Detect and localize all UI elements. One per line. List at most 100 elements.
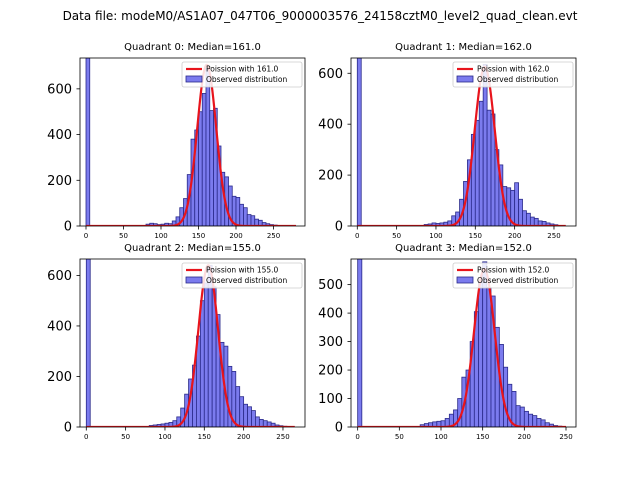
histogram-bar — [478, 281, 484, 427]
x-tick-label: 250 — [276, 433, 289, 441]
y-tick-label: 400 — [318, 118, 343, 133]
x-tick-label: 50 — [395, 433, 404, 441]
x-tick-label: 150 — [192, 232, 205, 240]
histogram-bar — [203, 282, 209, 427]
x-tick-label: 200 — [508, 232, 521, 240]
histogram-bar — [199, 300, 205, 427]
quadrant-0-axes-frame — [79, 57, 306, 227]
x-tick-label: 150 — [469, 232, 482, 240]
legend-box — [181, 61, 303, 88]
figure-suptitle: Data file: modeM0/AS1A07_047T06_90000035… — [63, 9, 578, 23]
legend-poisson-label: Poission with 152.0 — [477, 266, 550, 275]
histogram-bar — [536, 418, 542, 427]
histogram-bar — [239, 203, 244, 226]
histogram-bar — [207, 264, 213, 427]
legend-poisson-label: Poission with 162.0 — [477, 65, 550, 74]
legend-box — [452, 61, 574, 88]
quadrant-3-bars — [357, 259, 563, 427]
y-tick-label: 0 — [335, 220, 343, 235]
legend-observed-swatch — [456, 75, 474, 83]
x-tick-label: 200 — [229, 232, 242, 240]
quadrant-1-bars — [356, 58, 563, 226]
x-tick-label: 100 — [158, 433, 171, 441]
histogram-bar — [255, 416, 260, 427]
histogram-bar — [533, 217, 539, 226]
histogram-bar — [515, 405, 521, 427]
histogram-bar — [522, 210, 527, 226]
histogram-bar — [474, 119, 480, 226]
legend-box — [181, 262, 303, 289]
histogram-bar — [239, 396, 245, 427]
quadrant-2-axes-frame — [79, 258, 306, 428]
x-tick-label: 100 — [434, 433, 447, 441]
quadrant-1-axes-frame — [350, 57, 577, 227]
x-tick-label: 0 — [355, 232, 359, 240]
y-tick-label: 200 — [47, 174, 72, 189]
legend-observed-label: Observed distribution — [206, 276, 287, 285]
histogram-bar — [519, 406, 525, 427]
panels: 0 50 100 150 200 250 0 200 400 600 Quadrant 0: Med… — [47, 42, 577, 441]
histogram-bar — [357, 259, 363, 427]
histogram-bar — [532, 415, 538, 427]
legend-observed-label: Observed distribution — [206, 75, 287, 84]
x-tick-label: 100 — [429, 232, 442, 240]
histogram-bar — [250, 215, 256, 226]
quadrant-1-panel: 0 50 100 150 200 250 0 200 400 600 Quadrant 1: Med… — [318, 42, 577, 240]
y-tick-label: 0 — [64, 421, 72, 436]
x-tick-label: 250 — [267, 232, 280, 240]
histogram-bar — [523, 410, 529, 427]
y-tick-label: 100 — [318, 392, 343, 407]
histogram-bar — [85, 259, 91, 427]
histogram-bar — [246, 214, 252, 226]
histogram-bar — [209, 110, 214, 226]
poisson-curve — [357, 65, 566, 226]
histogram-bar — [528, 413, 534, 427]
histogram-bar — [478, 100, 484, 226]
histogram-bar — [205, 67, 211, 226]
x-tick-label: 250 — [559, 433, 572, 441]
histogram-bar — [247, 406, 252, 427]
x-tick-label: 50 — [121, 433, 130, 441]
quadrant-2-panel: 0 50 100 150 200 250 0 200 400 600 Quadrant 2: Med… — [47, 243, 306, 441]
x-tick-label: 200 — [518, 433, 531, 441]
histogram-bar — [201, 93, 207, 226]
y-tick-label: 200 — [318, 169, 343, 184]
histogram-bar — [235, 197, 241, 226]
y-tick-label: 400 — [47, 319, 72, 334]
legend-box — [452, 262, 574, 289]
y-tick-label: 300 — [318, 335, 343, 350]
legend-observed-swatch — [456, 276, 474, 284]
quadrant-0-panel: 0 50 100 150 200 250 0 200 400 600 Quadrant 0: Med… — [47, 42, 306, 240]
legend-observed-label: Observed distribution — [477, 75, 558, 84]
x-tick-label: 150 — [476, 433, 489, 441]
quadrant-2-title: Quadrant 2: Median=155.0 — [124, 243, 261, 254]
histogram-bar — [258, 419, 264, 427]
x-tick-label: 0 — [355, 433, 359, 441]
histogram-bar — [486, 109, 492, 226]
x-tick-label: 100 — [154, 232, 167, 240]
y-tick-label: 600 — [318, 67, 343, 82]
legend-observed-swatch — [185, 276, 203, 284]
quadrant-1-title: Quadrant 1: Median=162.0 — [395, 42, 532, 53]
y-tick-label: 0 — [335, 421, 343, 436]
x-tick-label: 0 — [84, 232, 88, 240]
x-tick-label: 150 — [198, 433, 211, 441]
histogram-bar — [356, 58, 362, 226]
histogram-bar — [514, 182, 519, 226]
quadrant-3-panel: 0 50 100 150 200 250 0 100 200 300 400 500 Quadrant … — [318, 243, 577, 441]
legend-poisson-label: Poission with 155.0 — [206, 266, 279, 275]
x-tick-label: 50 — [119, 232, 128, 240]
histogram-bar — [482, 63, 488, 226]
legend-observed-swatch — [185, 75, 203, 83]
histogram-bar — [518, 198, 523, 226]
quadrant-3-title: Quadrant 3: Median=152.0 — [395, 243, 532, 254]
y-tick-label: 500 — [318, 278, 343, 293]
quadrant-3-axes-frame — [350, 258, 577, 428]
histogram-bar — [198, 111, 203, 226]
legend-poisson-label: Poission with 161.0 — [206, 65, 279, 74]
